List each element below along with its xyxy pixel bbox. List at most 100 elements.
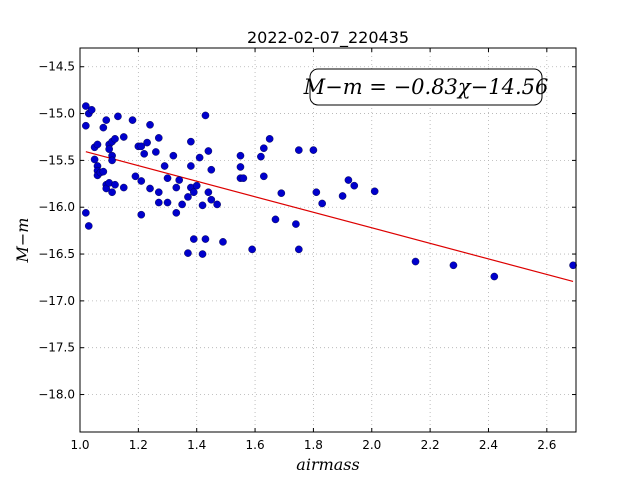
data-point <box>114 112 122 121</box>
axis-ticks <box>79 48 576 432</box>
data-point <box>292 220 300 228</box>
data-point <box>163 174 172 182</box>
data-point <box>248 245 256 254</box>
data-point <box>178 200 186 209</box>
data-point <box>236 151 245 160</box>
y-tick-labels: −14.5 −15.0 −15.5 −16.0 −16.5 −17.0 −17.5 −18.0 <box>38 60 75 402</box>
data-point <box>344 176 353 184</box>
data-point <box>569 261 577 270</box>
data-point <box>295 146 303 154</box>
data-point <box>265 135 274 143</box>
x-tick-label: 2.0 <box>362 438 381 452</box>
data-point <box>131 172 140 181</box>
data-point <box>370 187 379 196</box>
data-point <box>204 188 213 197</box>
data-point <box>295 245 303 254</box>
x-tick-label: 1.4 <box>187 438 206 452</box>
data-point <box>163 198 172 207</box>
x-tick-label: 1.6 <box>246 438 265 452</box>
data-point <box>207 165 216 174</box>
data-point <box>201 235 210 243</box>
x-tick-label: 2.6 <box>537 438 556 452</box>
data-point <box>82 209 90 217</box>
data-point <box>184 249 192 257</box>
data-point <box>154 188 163 197</box>
data-point <box>184 193 192 201</box>
data-point <box>172 183 181 192</box>
data-point <box>260 172 268 181</box>
data-point <box>189 188 198 197</box>
x-axis-label: airmass <box>296 455 359 474</box>
x-tick-label: 2.2 <box>421 438 440 452</box>
data-point <box>119 183 128 192</box>
data-point <box>146 121 154 129</box>
data-point <box>105 145 113 153</box>
data-point <box>187 162 195 170</box>
data-point <box>143 138 151 147</box>
data-point <box>108 188 116 197</box>
data-point <box>154 134 163 142</box>
y-tick-label: −17.5 <box>38 341 75 355</box>
data-point <box>90 155 99 164</box>
data-point <box>169 151 178 160</box>
data-point <box>187 137 195 146</box>
data-point <box>137 210 146 219</box>
data-point <box>175 176 183 184</box>
annotation-text: M−m = −0.83χ−14.56 <box>303 75 549 99</box>
x-tick-label: 1.0 <box>70 438 89 452</box>
data-point <box>239 174 248 182</box>
y-tick-label: −16.0 <box>38 200 75 214</box>
data-point <box>189 235 198 243</box>
data-point <box>213 200 221 209</box>
y-tick-label: −17.0 <box>38 294 75 308</box>
data-point <box>236 163 245 171</box>
x-tick-labels: 1.0 1.2 1.4 1.6 1.8 2.0 2.2 2.4 2.6 <box>70 438 556 452</box>
data-point <box>207 195 216 204</box>
data-point <box>137 177 146 185</box>
fit-annotation: M−m = −0.83χ−14.56 <box>303 68 549 106</box>
y-tick-label: −15.0 <box>38 107 75 121</box>
data-point <box>312 188 321 197</box>
data-point <box>277 189 286 197</box>
data-point <box>82 121 90 130</box>
data-point <box>350 181 359 190</box>
fit-line <box>85 151 574 283</box>
data-point <box>201 111 210 120</box>
data-point <box>198 250 207 258</box>
y-axis-label: M−m <box>13 218 32 264</box>
data-point <box>257 152 265 161</box>
data-point <box>160 162 169 170</box>
data-point <box>490 272 499 281</box>
data-point <box>99 167 108 176</box>
y-tick-label: −14.5 <box>38 60 75 74</box>
x-tick-label: 1.2 <box>129 438 148 452</box>
data-point <box>172 209 181 217</box>
data-point <box>198 201 207 210</box>
data-point <box>84 222 93 230</box>
data-points <box>82 102 577 281</box>
data-point <box>411 257 420 266</box>
data-point <box>146 184 154 193</box>
data-point <box>309 146 318 154</box>
data-point <box>93 140 102 149</box>
data-point <box>271 215 280 224</box>
data-point <box>152 148 160 156</box>
data-point <box>111 135 119 143</box>
plot-area <box>80 48 576 432</box>
y-tick-label: −16.5 <box>38 247 75 261</box>
data-point <box>260 144 268 153</box>
y-tick-label: −15.5 <box>38 153 75 167</box>
data-point <box>338 192 347 200</box>
data-point <box>119 133 128 141</box>
data-point <box>111 180 119 189</box>
data-point <box>204 147 213 155</box>
data-point <box>318 199 326 208</box>
data-point <box>108 156 116 165</box>
data-point <box>195 153 204 162</box>
x-tick-label: 2.4 <box>479 438 498 452</box>
data-point <box>219 238 227 246</box>
data-point <box>449 261 458 270</box>
data-point <box>99 123 108 132</box>
data-point <box>87 106 96 114</box>
